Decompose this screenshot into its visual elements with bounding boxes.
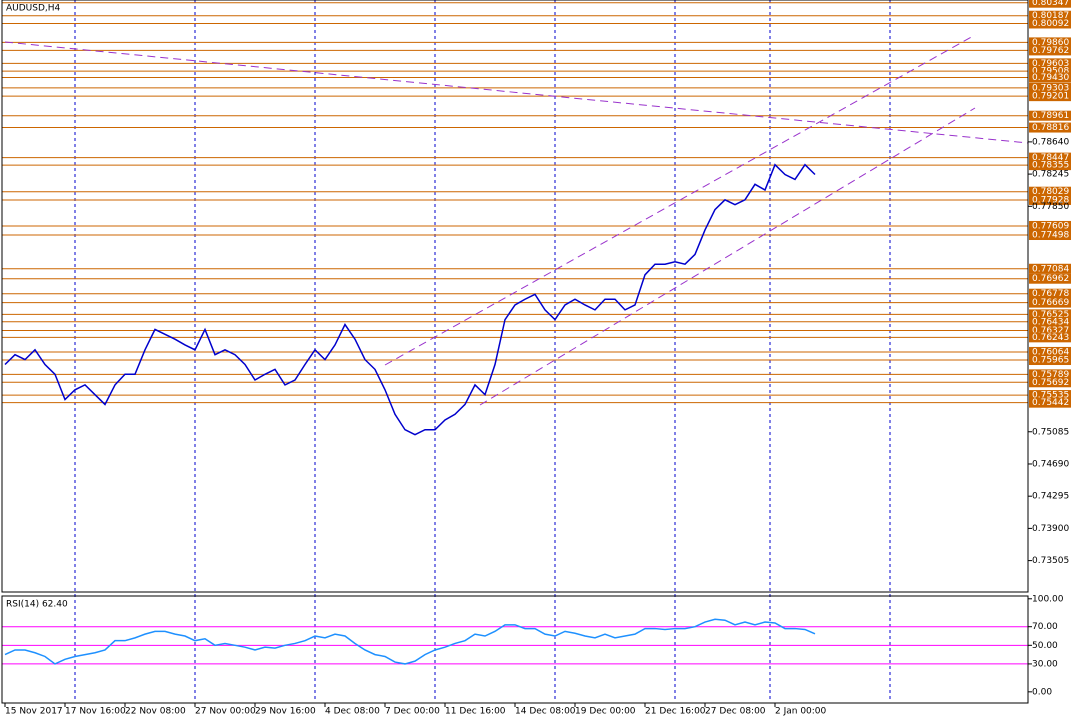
level-label-box xyxy=(1029,332,1071,343)
level-label: 0.76778 xyxy=(1032,289,1069,299)
level-label: 0.78029 xyxy=(1032,187,1069,197)
level-label: 0.80347 xyxy=(1032,0,1069,8)
level-label: 0.76525 xyxy=(1032,310,1069,320)
level-label-box xyxy=(1029,160,1071,171)
level-label: 0.75692 xyxy=(1032,378,1069,388)
rsi-title: RSI(14) 62.40 xyxy=(6,600,68,610)
y-tick-label: 0.75085 xyxy=(1032,427,1069,437)
level-label: 0.76064 xyxy=(1032,347,1069,357)
level-label-box xyxy=(1029,297,1071,308)
level-label-box xyxy=(1029,397,1071,408)
level-label: 0.78355 xyxy=(1032,161,1069,171)
level-label: 0.77609 xyxy=(1032,221,1069,231)
x-tick-label: 21 Dec 16:00 xyxy=(645,707,706,717)
y-tick-label: 0.00 xyxy=(1032,687,1052,697)
x-tick-label: 14 Dec 08:00 xyxy=(515,707,576,717)
level-label: 0.78447 xyxy=(1032,153,1069,163)
level-label-box xyxy=(1029,194,1071,205)
level-label-box xyxy=(1029,82,1071,93)
level-label-box xyxy=(1029,377,1071,388)
level-label-box xyxy=(1029,273,1071,284)
level-label-box xyxy=(1029,10,1071,21)
level-label-box xyxy=(1029,0,1071,8)
level-label-box xyxy=(1029,186,1071,197)
level-label-box xyxy=(1029,37,1071,48)
level-label: 0.75535 xyxy=(1032,391,1069,401)
level-label: 0.76669 xyxy=(1032,298,1069,308)
level-label-box xyxy=(1029,66,1071,77)
level-label-box xyxy=(1029,346,1071,357)
level-label: 0.79201 xyxy=(1032,92,1069,102)
x-tick-label: 22 Nov 08:00 xyxy=(125,707,186,717)
level-label: 0.76434 xyxy=(1032,317,1069,327)
level-label: 0.76962 xyxy=(1032,274,1069,284)
plot xyxy=(4,163,816,665)
level-label-box xyxy=(1029,91,1071,102)
level-label: 0.75442 xyxy=(1032,398,1069,408)
x-tick-label: 27 Dec 08:00 xyxy=(705,707,766,717)
level-label: 0.78961 xyxy=(1032,111,1069,121)
level-label: 0.76243 xyxy=(1032,333,1069,343)
level-label-box xyxy=(1029,309,1071,320)
level-label-box xyxy=(1029,122,1071,133)
level-label-box xyxy=(1029,263,1071,274)
level-label: 0.80187 xyxy=(1032,11,1069,21)
y-tick-label: 0.78245 xyxy=(1032,170,1069,180)
y-tick-label: 100.00 xyxy=(1032,594,1064,604)
y-tick-label: 0.74690 xyxy=(1032,459,1069,469)
level-label-box xyxy=(1029,110,1071,121)
chart-title: AUDUSD,H4 xyxy=(6,4,61,14)
level-label-box xyxy=(1029,72,1071,83)
x-tick-label: 15 Nov 2017 xyxy=(5,707,63,717)
level-label: 0.79430 xyxy=(1032,73,1069,83)
y-tick-label: 0.78640 xyxy=(1032,137,1069,147)
level-label-box xyxy=(1029,288,1071,299)
x-tick-label: 4 Dec 08:00 xyxy=(325,707,380,717)
y-tick-label: 70.00 xyxy=(1032,622,1058,632)
level-label: 0.79860 xyxy=(1032,38,1069,48)
level-label-box xyxy=(1029,152,1071,163)
level-label-box xyxy=(1029,45,1071,56)
level-label: 0.79762 xyxy=(1032,46,1069,56)
y-tick-label: 50.00 xyxy=(1032,641,1058,651)
level-label: 0.76327 xyxy=(1032,326,1069,336)
level-label-box xyxy=(1029,355,1071,366)
x-tick-label: 17 Nov 16:00 xyxy=(65,707,126,717)
level-label: 0.75965 xyxy=(1032,356,1069,366)
y-tick-label: 0.74295 xyxy=(1032,492,1069,502)
x-tick-label: 27 Nov 00:00 xyxy=(195,707,256,717)
y-tick-label: 0.77850 xyxy=(1032,202,1069,212)
level-label-box xyxy=(1029,230,1071,241)
level-label: 0.79303 xyxy=(1032,83,1069,93)
x-tick-label: 29 Nov 16:00 xyxy=(255,707,316,717)
level-label-box xyxy=(1029,369,1071,380)
level-label-box xyxy=(1029,390,1071,401)
level-label: 0.80092 xyxy=(1032,19,1069,29)
level-label-box xyxy=(1029,316,1071,327)
level-label-box xyxy=(1029,58,1071,69)
x-tick-label: 11 Dec 16:00 xyxy=(445,707,506,717)
level-label: 0.79603 xyxy=(1032,59,1069,69)
level-label: 0.77928 xyxy=(1032,195,1069,205)
level-label: 0.77084 xyxy=(1032,264,1069,274)
y-tick-label: 30.00 xyxy=(1032,659,1058,669)
price-line xyxy=(4,618,816,665)
y-tick-label: 0.73505 xyxy=(1032,556,1069,566)
level-label: 0.78816 xyxy=(1032,123,1069,133)
x-tick-label: 2 Jan 00:00 xyxy=(775,707,827,717)
level-label: 0.75789 xyxy=(1032,370,1069,380)
trend-lines xyxy=(4,34,1029,406)
level-label-box xyxy=(1029,220,1071,231)
level-label-box xyxy=(1029,18,1071,29)
x-tick-label: 19 Dec 00:00 xyxy=(575,707,636,717)
level-label: 0.77498 xyxy=(1032,231,1069,241)
level-label-box xyxy=(1029,325,1071,336)
level-label: 0.79508 xyxy=(1032,67,1069,77)
y-tick-label: 0.73900 xyxy=(1032,524,1069,534)
main-frame xyxy=(1,0,1029,593)
x-tick-label: 7 Dec 00:00 xyxy=(385,707,440,717)
price-line xyxy=(4,163,816,436)
